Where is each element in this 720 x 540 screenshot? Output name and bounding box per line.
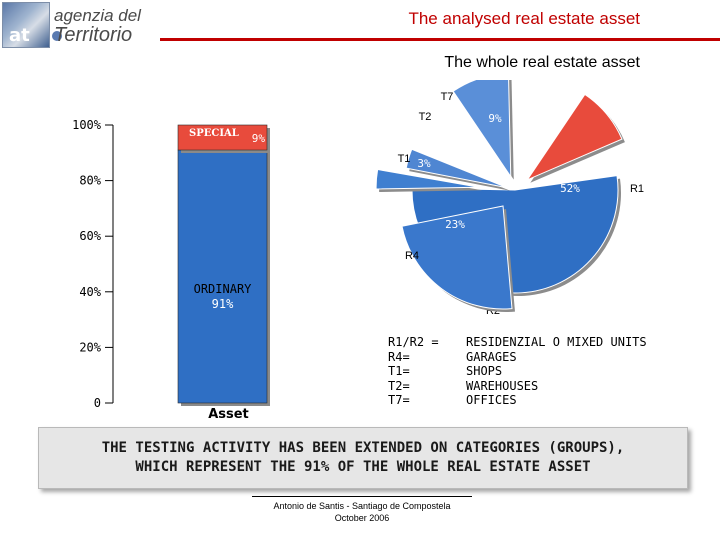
pie-slice-t2: [452, 80, 512, 179]
pie-slice-r4: [401, 205, 513, 310]
pie-category-label: T1: [398, 153, 411, 165]
y-tick-label: 20%: [79, 340, 101, 354]
pie-slice-t7: [525, 93, 623, 181]
legend-description: OFFICES: [466, 393, 517, 407]
pie-slice-r2: [375, 168, 480, 190]
agenzia-logo: at agenzia del Territorio: [0, 0, 160, 50]
bar-segment-ordinary: [177, 149, 268, 404]
bar-data-label: 91%: [212, 297, 234, 311]
legend-code: T7=: [388, 393, 410, 407]
footer: Antonio de Santis - Santiago de Composte…: [252, 500, 472, 524]
logo-text-line2: Territorio: [54, 24, 133, 46]
pie-value-label: 52%: [560, 182, 580, 195]
page-title: The analysed real estate asset: [408, 9, 640, 28]
bar-segment-special: [177, 124, 268, 151]
legend-code: R4=: [388, 349, 410, 364]
pie-value-label: 3%: [417, 157, 431, 170]
footer-author: Antonio de Santis - Santiago de Composte…: [273, 501, 451, 511]
bar-data-label: 9%: [252, 132, 266, 145]
legend-descriptions: RESIDENZIAL O MIXED UNITS GARAGES SHOPS WAR…: [466, 335, 647, 408]
legend-description: WAREHOUSES: [466, 378, 539, 393]
legend-description: SHOPS: [466, 364, 503, 378]
pie-category-label: T2: [419, 111, 432, 123]
y-tick-label: 100%: [72, 118, 102, 132]
y-tick-label: 40%: [79, 285, 101, 299]
bar-series-name: SPECIAL: [189, 128, 239, 139]
pie-value-label: 23%: [445, 218, 465, 231]
banner-text: THE TESTING ACTIVITY HAS BEEN EXTENDED O…: [39, 439, 687, 477]
pie-value-label: 9%: [454, 141, 468, 154]
bar-category-label: Asset: [208, 407, 249, 422]
banner-line1: THE TESTING ACTIVITY HAS BEEN EXTENDED O…: [101, 440, 625, 456]
y-tick-label: 0: [94, 396, 101, 410]
bar-series-name: ORDINARY: [194, 282, 253, 296]
logo-swirl-icon: [52, 31, 62, 41]
legend-codes: R1/R2 = R4= T1= T2= T7=: [388, 335, 439, 408]
legend-description: GARAGES: [466, 349, 517, 364]
exploded-pie-chart: 52%R13%R223%R43%T19%T29%T7: [375, 80, 644, 317]
pie-category-label: R4: [405, 250, 419, 262]
legend-code: T2=: [388, 378, 410, 393]
header-rule: [160, 38, 720, 41]
legend-code: R1/R2 =: [388, 335, 439, 349]
pie-category-label: T7: [441, 91, 454, 103]
logo-monogram: at: [9, 25, 30, 46]
banner-line2: WHICH REPRESENT THE 91% OF THE WHOLE REA…: [135, 459, 591, 475]
summary-banner: THE TESTING ACTIVITY HAS BEEN EXTENDED O…: [38, 427, 688, 489]
legend-code: T1=: [388, 364, 410, 378]
pie-category-label: R1: [630, 183, 644, 195]
logo-text-line1: agenzia del: [54, 6, 141, 25]
y-tick-label: 80%: [79, 174, 101, 188]
legend-description: RESIDENZIAL O MIXED UNITS: [466, 335, 647, 349]
chart-subtitle: The whole real estate asset: [444, 54, 640, 71]
pie-value-label: 9%: [488, 112, 502, 125]
y-tick-label: 60%: [79, 229, 101, 243]
footer-date: October 2006: [334, 513, 390, 523]
pie-slice-t1: [405, 148, 508, 189]
footer-separator: [252, 496, 472, 497]
logo-emblem: at: [2, 2, 50, 48]
